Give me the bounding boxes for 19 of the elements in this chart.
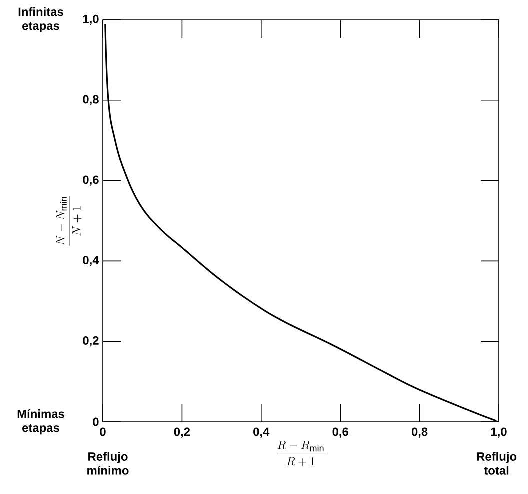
text: Mínimas etapas [18,409,64,435]
text: Infinitas etapas [18,7,64,33]
text: Reflujo mínimo [88,452,129,475]
x-tick-label: 0,4 [254,428,270,438]
y-tick-label: 0,8 [83,95,99,106]
text: Reflujo total [477,452,517,475]
y-tick-label: 0 [93,418,99,426]
line-series [104,23,498,422]
y-tick-label: 0,6 [83,176,99,186]
y-tick-label: 0,4 [83,256,100,266]
y-tick-label: 1,0 [83,14,99,26]
x-tick-label: 1,0 [491,428,507,438]
x-tick-label: 0,8 [412,428,428,438]
x-tick-label: 0,6 [332,428,348,438]
y-tick-label: 0,2 [83,336,99,347]
x-axis-title: $\frac{R - R_{\min}}{R + 1}$ [277,440,325,466]
x-tick-label: 0 [100,428,106,436]
y-axis-title: $\frac{N - N_{\min}}{N + 1}$ [56,196,82,246]
x-tick-label: 0,2 [174,428,190,438]
